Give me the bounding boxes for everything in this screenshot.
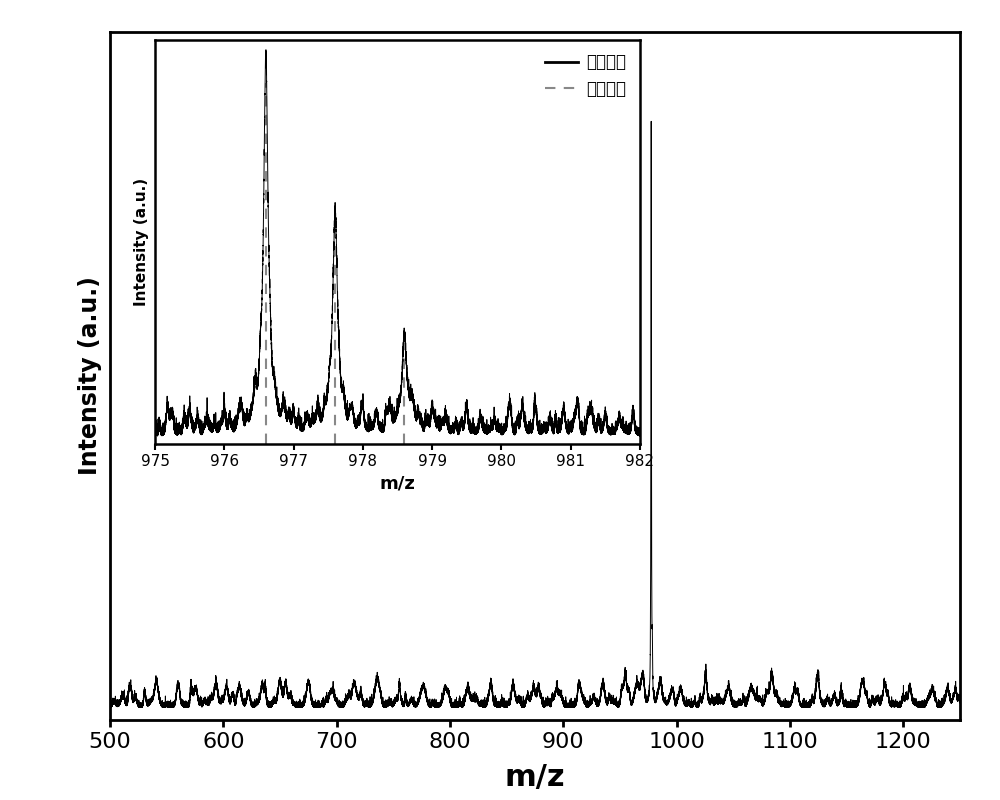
Legend: 测试结果, 理论结果: 测试结果, 理论结果 <box>540 48 632 102</box>
Y-axis label: Intensity (a.u.): Intensity (a.u.) <box>134 178 149 306</box>
X-axis label: m/z: m/z <box>380 475 415 493</box>
X-axis label: m/z: m/z <box>505 763 565 792</box>
Y-axis label: Intensity (a.u.): Intensity (a.u.) <box>78 277 102 475</box>
